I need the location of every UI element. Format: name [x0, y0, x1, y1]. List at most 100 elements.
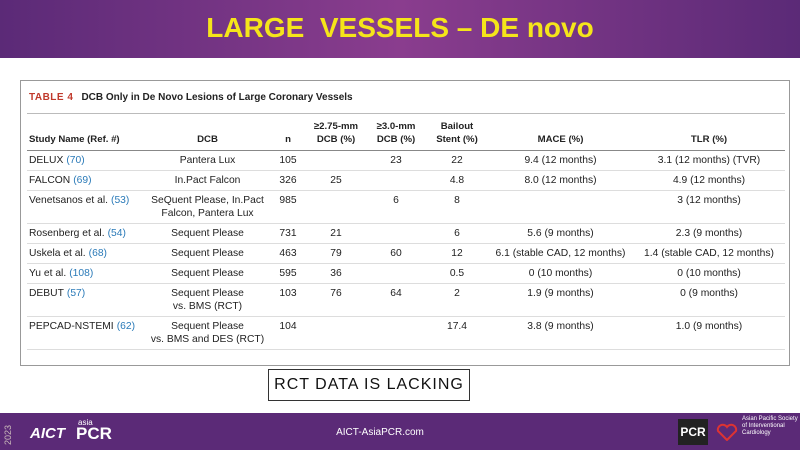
- table-title: DCB Only in De Novo Lesions of Large Cor…: [81, 92, 353, 103]
- footer-bar: 2023 AICT asia PCR AICT-AsiaPCR.com PCR …: [0, 413, 800, 450]
- cell-text: 8: [454, 195, 460, 206]
- table-cell: [306, 316, 366, 350]
- table-cell: 25: [306, 170, 366, 191]
- study-ref: (108): [69, 268, 94, 279]
- study-name: DELUX: [29, 155, 64, 166]
- table-cell: Venetsanos et al. (53): [27, 190, 145, 224]
- data-table: Study Name (Ref. #) DCB n ≥2.75-mm DCB (%) ≥3…: [27, 113, 785, 350]
- study-name: Rosenberg et al.: [29, 228, 105, 239]
- table-cell: [366, 316, 426, 350]
- cell-text: 1.0 (9 months): [675, 321, 743, 332]
- cell-text: 60: [390, 248, 402, 259]
- cell-text: 12: [451, 248, 463, 259]
- table-row: DEBUT (57) Sequent Please vs. BMS (RCT) 103 7…: [27, 283, 785, 317]
- table-row: DELUX (70) Pantera Lux 105 23 22 9.4 (12 month…: [27, 150, 785, 171]
- cell-text: In.Pact Falcon: [174, 175, 241, 186]
- cell-line: Bailout: [440, 121, 474, 132]
- table-cell: DELUX (70): [27, 150, 145, 171]
- table-cell: PEPCAD-NSTEMI (62): [27, 316, 145, 350]
- table-cell: 79: [306, 243, 366, 264]
- header-row: Study Name (Ref. #) DCB n ≥2.75-mm DCB (%) ≥3…: [27, 113, 785, 151]
- table-cell: [306, 190, 366, 224]
- cell-text: 22: [451, 155, 463, 166]
- table-cell: 76: [306, 283, 366, 317]
- column-header: Study Name (Ref. #): [27, 113, 145, 151]
- cell-line: SeQuent Please, In.Pact: [151, 195, 264, 206]
- cell-text: n: [285, 134, 291, 145]
- society-name: Asian Pacific Society of Interventional …: [742, 416, 798, 436]
- table-row: Yu et al. (108) Sequent Please 595 36 0.5 0 (1…: [27, 263, 785, 284]
- cell-text: DCB: [197, 134, 218, 145]
- cell-text: 6: [393, 195, 399, 206]
- table-cell: Sequent Please: [145, 223, 270, 244]
- table-cell: 4.9 (12 months): [633, 170, 785, 191]
- table-cell: Rosenberg et al. (54): [27, 223, 145, 244]
- cell-line: DCB (%): [316, 134, 356, 145]
- cell-text: Pantera Lux: [179, 155, 236, 166]
- table-cell: Sequent Please: [145, 243, 270, 264]
- study-ref: (62): [116, 321, 135, 332]
- cell-text: 9.4 (12 months): [524, 155, 597, 166]
- table-row: Rosenberg et al. (54) Sequent Please 731 21 6…: [27, 223, 785, 244]
- cell-text: 103: [279, 288, 297, 299]
- table-cell: 595: [270, 263, 306, 284]
- cell-text: Sequent Please: [171, 268, 244, 279]
- cell-text: 595: [279, 268, 297, 279]
- study-name: FALCON: [29, 175, 71, 186]
- table-cell: Sequent Please vs. BMS and DES (RCT): [145, 316, 270, 350]
- table-cell: 4.8: [426, 170, 488, 191]
- table-cell: 0 (10 months): [488, 263, 633, 284]
- table-cell: 9.4 (12 months): [488, 150, 633, 171]
- table-cell: 103: [270, 283, 306, 317]
- table-cell: 36: [306, 263, 366, 284]
- cell-text: Sequent Please: [171, 228, 244, 239]
- cell-text: 17.4: [446, 321, 468, 332]
- cell-text: 104: [279, 321, 297, 332]
- cell-text: 4.9 (12 months): [672, 175, 746, 186]
- cell-text: 36: [330, 268, 342, 279]
- slide-title: LARGE VESSELS – DE novo: [206, 12, 594, 43]
- table-cell: 985: [270, 190, 306, 224]
- cell-text: 463: [279, 248, 297, 259]
- table-cell: [366, 170, 426, 191]
- table-cell: 6.1 (stable CAD, 12 months): [488, 243, 633, 264]
- table-cell: SeQuent Please, In.Pact Falcon, Pantera L…: [145, 190, 270, 224]
- table-cell: In.Pact Falcon: [145, 170, 270, 191]
- logo-text: PCR: [76, 424, 112, 443]
- table-cell: 6: [426, 223, 488, 244]
- table-cell: 60: [366, 243, 426, 264]
- table-label: TABLE 4: [29, 92, 74, 103]
- table-cell: [366, 263, 426, 284]
- cell-line: Sequent Please: [171, 321, 244, 332]
- study-name: Yu et al.: [29, 268, 67, 279]
- cell-text: 731: [279, 228, 297, 239]
- table-cell: 0 (10 months): [633, 263, 785, 284]
- study-ref: (53): [111, 195, 130, 206]
- cell-text: 3.1 (12 months) (TVR): [657, 155, 761, 166]
- study-ref: (57): [66, 288, 86, 299]
- cell-text: 3 (12 months): [677, 195, 741, 206]
- study-ref: (70): [66, 155, 85, 166]
- table-cell: Sequent Please: [145, 263, 270, 284]
- table-cell: 1.9 (9 months): [488, 283, 633, 317]
- table-cell: [366, 223, 426, 244]
- cell-text: Sequent Please: [171, 248, 244, 259]
- cell-text: 23: [390, 155, 402, 166]
- cell-text: 0 (10 months): [677, 268, 741, 279]
- table-row: Uskela et al. (68) Sequent Please 463 79 60 12…: [27, 243, 785, 264]
- table-cell: 21: [306, 223, 366, 244]
- table-row: Venetsanos et al. (53) SeQuent Please, In.…: [27, 190, 785, 224]
- note-box: RCT DATA IS LACKING: [268, 369, 470, 401]
- cell-text: 2.3 (9 months): [675, 228, 743, 239]
- cell-text: 2: [454, 288, 460, 299]
- table-cell: 3 (12 months): [633, 190, 785, 224]
- cell-text: TLR (%): [690, 134, 728, 145]
- cell-text: 0 (9 months): [680, 288, 738, 299]
- table-body: DELUX (70) Pantera Lux 105 23 22 9.4 (12 month…: [27, 150, 785, 350]
- table-row: PEPCAD-NSTEMI (62) Sequent Please vs. BMS a…: [27, 316, 785, 350]
- table-cell: 12: [426, 243, 488, 264]
- study-name: Venetsanos et al.: [29, 195, 109, 206]
- table-cell: 463: [270, 243, 306, 264]
- cell-text: 105: [279, 155, 297, 166]
- column-header: Bailout Stent (%): [426, 113, 488, 151]
